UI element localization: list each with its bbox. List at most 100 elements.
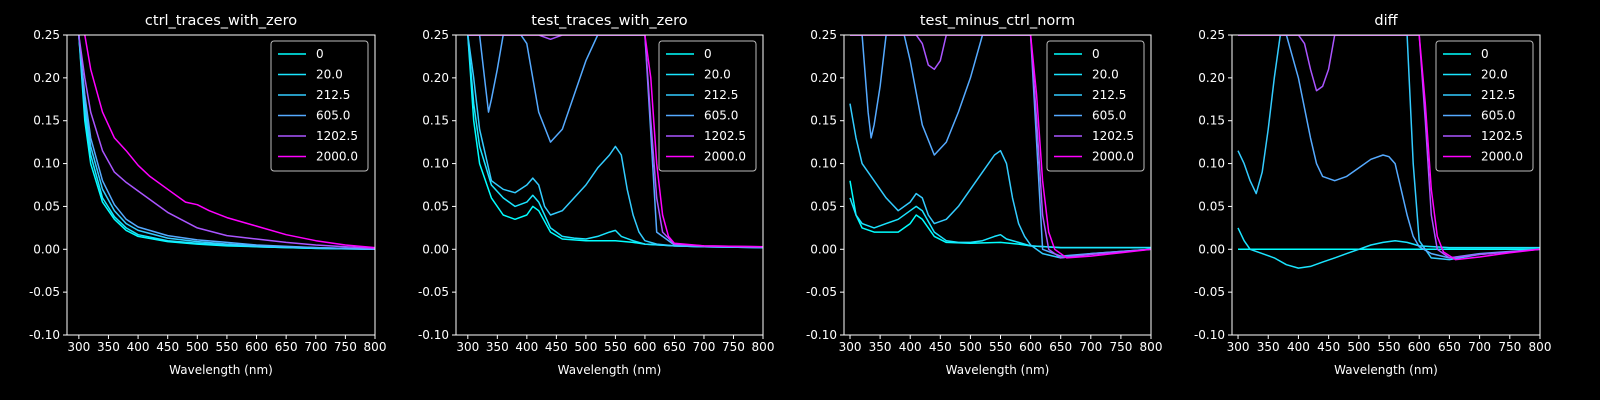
x-tick-label: 350: [1257, 340, 1280, 354]
legend: 0 20.0 212.5 605.0 1202.5 2000.0: [1046, 40, 1145, 172]
x-tick-label: 700: [693, 340, 716, 354]
legend-label: 2000.0: [316, 150, 358, 164]
series-line-605.0: [467, 35, 763, 249]
y-tick-label: 0.20: [33, 71, 60, 85]
y-tick-label: 0.10: [810, 157, 837, 171]
series-line-2000.0: [467, 35, 763, 248]
x-tick-label: 800: [752, 340, 775, 354]
x-axis-label: Wavelength (nm): [558, 363, 662, 377]
legend-label: 2000.0: [1481, 150, 1523, 164]
x-tick-label: 300: [67, 340, 90, 354]
x-tick-label: 750: [722, 340, 745, 354]
x-tick-label: 500: [574, 340, 597, 354]
x-tick-label: 550: [604, 340, 627, 354]
series-line-1202.5: [1238, 35, 1540, 259]
x-tick-label: 650: [275, 340, 298, 354]
chart-panel-2: 300 350 400 450 500 550 600 650 700 750 800 -0.10 -0…: [418, 13, 775, 377]
y-tick-label: 0.05: [422, 199, 449, 213]
x-tick-label: 400: [515, 340, 538, 354]
y-tick-label: 0.05: [33, 199, 60, 213]
legend-label: 605.0: [704, 109, 738, 123]
x-tick-label: 350: [869, 340, 892, 354]
series-line-2000.0: [850, 35, 1151, 259]
series-line-212.5: [467, 35, 763, 249]
axes-frame: [1231, 34, 1541, 336]
legend-label: 0: [704, 47, 712, 61]
x-tick-label: 350: [486, 340, 509, 354]
y-tick-label: 0.20: [422, 71, 449, 85]
series-line-212.5: [849, 103, 1151, 259]
series-line-2000.0: [84, 35, 375, 249]
legend-label: 1202.5: [1092, 129, 1134, 143]
y-tick-label: 0.15: [810, 114, 837, 128]
legend-label: 605.0: [316, 109, 350, 123]
y-tick-label: 0.10: [1198, 157, 1225, 171]
y-tick-label: 0.25: [422, 28, 449, 42]
x-tick-label: 800: [364, 340, 387, 354]
x-tick-label: 700: [1079, 340, 1102, 354]
x-tick-label: 750: [1498, 340, 1521, 354]
chart-title: diff: [1374, 13, 1398, 29]
y-tick-label: 0.05: [810, 199, 837, 213]
x-tick-label: 600: [1408, 340, 1431, 354]
series-line-20.0: [849, 197, 1151, 249]
x-tick-label: 350: [97, 340, 120, 354]
legend-label: 1202.5: [1481, 129, 1523, 143]
x-tick-label: 500: [959, 340, 982, 354]
x-axis-label: Wavelength (nm): [1334, 363, 1438, 377]
series-line-605.0: [850, 35, 1151, 257]
axes-frame: [455, 34, 764, 336]
x-tick-label: 750: [334, 340, 357, 354]
y-tick-label: -0.05: [418, 285, 449, 299]
plot-area: [849, 35, 1151, 259]
legend-label: 1202.5: [316, 129, 358, 143]
x-tick-label: 300: [839, 340, 862, 354]
y-tick-label: 0.15: [1198, 114, 1225, 128]
legend-label: 2000.0: [1092, 150, 1134, 164]
legend: 0 20.0 212.5 605.0 1202.5 2000.0: [1435, 40, 1534, 172]
y-tick-label: -0.10: [29, 328, 60, 342]
chart-panel-4: 300 350 400 450 500 550 600 650 700 750 800 -0.10 -0…: [1194, 13, 1552, 377]
y-tick-label: 0.10: [422, 157, 449, 171]
x-tick-label: 550: [1378, 340, 1401, 354]
legend-label: 0: [1481, 47, 1489, 61]
y-tick-label: 0.15: [422, 114, 449, 128]
x-tick-label: 450: [156, 340, 179, 354]
x-tick-label: 400: [899, 340, 922, 354]
legend-label: 2000.0: [704, 150, 746, 164]
x-tick-label: 650: [1438, 340, 1461, 354]
panels: 300 350 400 450 500 550 600 650 700 750 800 -0.10 -0…: [29, 13, 1552, 377]
x-tick-label: 600: [245, 340, 268, 354]
x-tick-label: 450: [545, 340, 568, 354]
chart-title: ctrl_traces_with_zero: [145, 13, 297, 29]
x-tick-label: 700: [304, 340, 327, 354]
legend-box: [270, 40, 369, 172]
x-tick-label: 650: [663, 340, 686, 354]
y-tick-label: 0.10: [33, 157, 60, 171]
x-tick-label: 800: [1140, 340, 1163, 354]
series-line-1202.5: [850, 35, 1151, 259]
x-tick-label: 400: [127, 340, 150, 354]
series-line-20.0: [1237, 227, 1540, 269]
x-tick-label: 300: [1227, 340, 1250, 354]
y-tick-label: -0.05: [806, 285, 837, 299]
y-tick-label: 0.05: [1198, 199, 1225, 213]
x-tick-label: 400: [1287, 340, 1310, 354]
plot-area: [78, 35, 375, 251]
y-tick-label: 0.20: [1198, 71, 1225, 85]
x-tick-label: 600: [1019, 340, 1042, 354]
series-line-605.0: [78, 35, 375, 251]
legend-label: 20.0: [1092, 68, 1119, 82]
plot-area: [1237, 35, 1540, 269]
y-tick-label: -0.10: [1194, 328, 1225, 342]
plot-area: [467, 35, 763, 249]
axes-frame: [66, 34, 376, 336]
series-line-212.5: [78, 35, 375, 251]
x-axis-label: Wavelength (nm): [946, 363, 1050, 377]
legend-label: 212.5: [1481, 88, 1515, 102]
chart-panel-3: 300 350 400 450 500 550 600 650 700 750 800 -0.10 -0…: [806, 13, 1163, 377]
legend-box: [1435, 40, 1534, 172]
legend: 0 20.0 212.5 605.0 1202.5 2000.0: [270, 40, 369, 172]
x-tick-label: 750: [1109, 340, 1132, 354]
